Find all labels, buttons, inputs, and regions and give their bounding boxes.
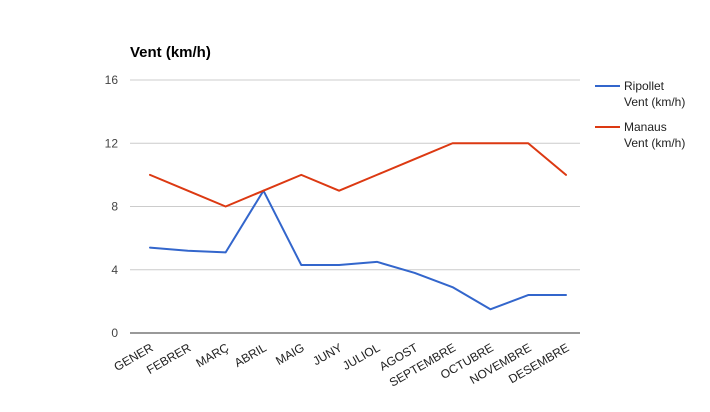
data-point[interactable] [413, 271, 417, 275]
y-tick-label: 8 [111, 200, 118, 214]
data-point[interactable] [564, 173, 568, 177]
series-group [148, 141, 568, 209]
x-tick-label: JULIOL [340, 340, 383, 373]
data-point[interactable] [186, 189, 190, 193]
legend-label: Ripollet [624, 79, 665, 93]
data-point[interactable] [526, 141, 530, 145]
chart-title: Vent (km/h) [130, 44, 211, 61]
data-point[interactable] [224, 250, 228, 254]
legend-label: Manaus [624, 120, 667, 134]
series-line[interactable] [149, 142, 567, 208]
legend[interactable]: Ripollet Vent (km/h) Manaus Vent (km/h) [595, 79, 685, 150]
y-tick-label: 16 [105, 73, 119, 87]
data-point[interactable] [148, 173, 152, 177]
data-point[interactable] [488, 307, 492, 311]
y-tick-label: 4 [111, 263, 118, 277]
data-point[interactable] [526, 293, 530, 297]
y-axis-ticks: 0 4 8 12 16 [105, 73, 119, 340]
grid-lines [130, 79, 580, 334]
data-point[interactable] [375, 260, 379, 264]
data-point[interactable] [299, 173, 303, 177]
data-point[interactable] [224, 205, 228, 209]
legend-label: Vent (km/h) [624, 95, 685, 109]
data-point[interactable] [488, 141, 492, 145]
data-point[interactable] [148, 246, 152, 250]
y-tick-label: 0 [111, 326, 118, 340]
data-point[interactable] [261, 189, 265, 193]
x-tick-label: MARÇ [194, 340, 232, 370]
x-tick-label: MAIG [273, 340, 307, 367]
legend-label: Vent (km/h) [624, 136, 685, 150]
series-group [148, 189, 568, 311]
y-tick-label: 12 [105, 136, 119, 150]
series-lines [148, 141, 568, 311]
data-point[interactable] [337, 189, 341, 193]
x-tick-label: JUNY [310, 340, 344, 368]
data-point[interactable] [413, 157, 417, 161]
data-point[interactable] [451, 141, 455, 145]
data-point[interactable] [337, 263, 341, 267]
data-point[interactable] [299, 263, 303, 267]
data-point[interactable] [564, 293, 568, 297]
data-point[interactable] [451, 285, 455, 289]
legend-item[interactable]: Manaus Vent (km/h) [595, 120, 685, 150]
legend-item[interactable]: Ripollet Vent (km/h) [595, 79, 685, 109]
data-point[interactable] [186, 249, 190, 253]
x-tick-label: ABRIL [232, 340, 269, 370]
series-line[interactable] [149, 189, 567, 311]
data-point[interactable] [375, 173, 379, 177]
